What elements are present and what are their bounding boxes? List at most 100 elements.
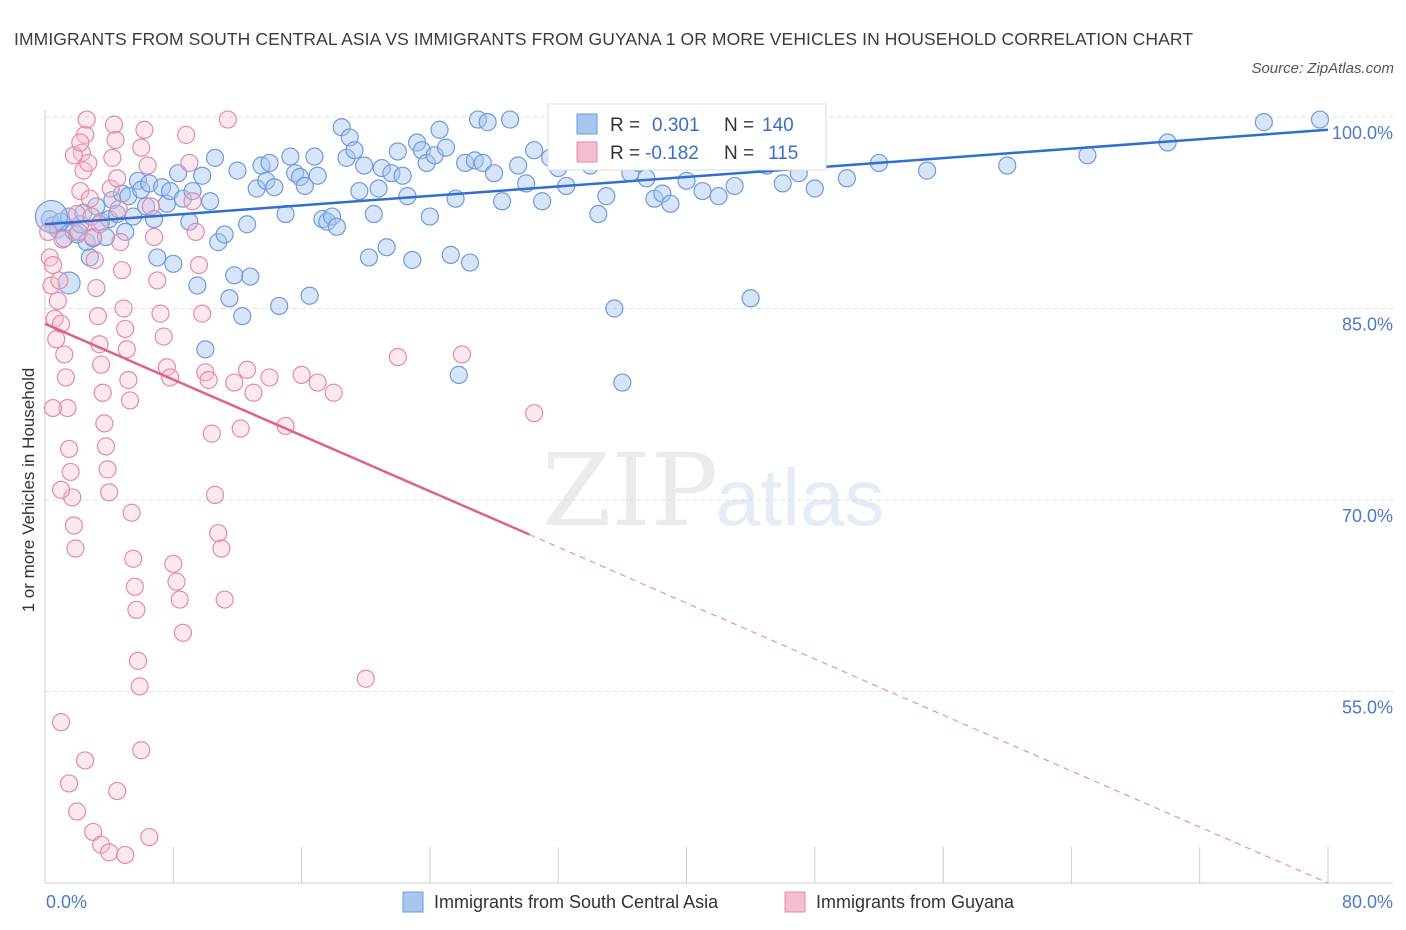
data-point-south-central-asia <box>345 141 364 160</box>
data-point-guyana <box>47 330 66 349</box>
data-point-south-central-asia <box>709 187 728 206</box>
stats-blue-n-value: 140 <box>762 115 794 136</box>
data-point-south-central-asia <box>525 141 544 160</box>
data-point-guyana <box>55 345 74 364</box>
data-point-guyana <box>324 383 343 402</box>
data-point-south-central-asia <box>741 289 760 308</box>
data-point-guyana <box>88 307 108 326</box>
data-point-guyana <box>140 827 159 847</box>
data-point-guyana <box>101 179 120 198</box>
stats-blue-r-label: R = <box>610 115 640 136</box>
data-point-south-central-asia <box>441 245 460 264</box>
data-point-guyana <box>205 485 225 504</box>
stats-pink-r-value: -0.182 <box>645 143 699 164</box>
data-point-south-central-asia <box>80 248 100 267</box>
y-axis-title: 1 or more Vehicles in Household <box>19 368 38 613</box>
legend-blue-label: Immigrants from South Central Asia <box>434 892 719 912</box>
axes <box>44 110 1393 884</box>
data-point-guyana <box>108 169 127 188</box>
data-point-south-central-asia <box>589 204 608 224</box>
data-point-south-central-asia <box>196 340 215 359</box>
data-point-guyana <box>154 327 173 346</box>
data-point-guyana <box>225 373 244 392</box>
tick-labels: 100.0% 85.0% 70.0% 55.0% 0.0% 80.0% <box>46 123 1393 912</box>
data-point-south-central-asia <box>1078 146 1097 165</box>
stats-pink-swatch <box>576 141 598 163</box>
data-point-south-central-asia <box>613 373 632 392</box>
data-point-south-central-asia <box>164 254 183 273</box>
data-point-guyana <box>292 365 311 384</box>
data-point-south-central-asia <box>403 250 422 270</box>
data-point-guyana <box>69 222 88 241</box>
data-point-south-central-asia <box>533 192 552 211</box>
data-point-south-central-asia <box>1310 110 1330 129</box>
data-point-south-central-asia <box>837 169 856 188</box>
data-point-guyana <box>58 398 77 418</box>
data-point-south-central-asia <box>183 181 202 201</box>
legend: Immigrants from South Central Asia Immig… <box>402 891 1015 913</box>
data-point-south-central-asia <box>193 166 212 185</box>
data-point-south-central-asia <box>247 179 266 198</box>
data-point-south-central-asia <box>327 217 346 236</box>
y-tick-label: 70.0% <box>1342 506 1393 526</box>
data-point-guyana <box>170 590 189 609</box>
data-point-guyana <box>95 414 114 433</box>
data-point-guyana <box>51 713 71 732</box>
data-point-south-central-asia <box>201 192 220 211</box>
data-point-guyana <box>77 110 96 129</box>
x-tick-label: 80.0% <box>1342 892 1393 912</box>
data-point-south-central-asia <box>430 120 449 139</box>
y-tick-label: 100.0% <box>1332 123 1393 143</box>
data-point-south-central-asia <box>322 207 342 226</box>
data-point-guyana <box>124 549 143 568</box>
data-point-south-central-asia <box>270 296 289 316</box>
data-point-guyana <box>119 370 138 390</box>
stats-box: R = 0.301 N = 140 R = -0.182 N = 115 <box>547 103 827 171</box>
data-point-south-central-asia <box>305 147 324 166</box>
data-point-south-central-asia <box>478 113 497 132</box>
data-point-south-central-asia <box>677 171 696 190</box>
series-pink-points <box>39 110 544 865</box>
data-point-south-central-asia <box>237 215 257 234</box>
data-point-south-central-asia <box>281 147 300 166</box>
data-point-south-central-asia <box>1254 113 1273 132</box>
data-point-guyana <box>71 181 90 201</box>
stats-blue-swatch <box>576 113 598 135</box>
data-point-south-central-asia <box>369 179 388 198</box>
data-point-guyana <box>61 462 80 482</box>
data-point-guyana <box>128 651 148 670</box>
chart-source: Source: ZipAtlas.com <box>1251 60 1394 77</box>
data-point-guyana <box>138 156 157 175</box>
data-point-guyana <box>80 189 100 208</box>
data-point-guyana <box>452 345 472 364</box>
data-point-guyana <box>98 460 117 479</box>
data-point-guyana <box>108 781 127 801</box>
data-point-guyana <box>122 503 141 522</box>
data-point-south-central-asia <box>116 222 135 241</box>
data-point-guyana <box>244 383 263 402</box>
data-point-guyana <box>90 215 109 234</box>
data-point-guyana <box>130 677 149 696</box>
chart-title: IMMIGRANTS FROM SOUTH CENTRAL ASIA VS IM… <box>14 29 1194 49</box>
data-point-guyana <box>127 600 146 619</box>
data-point-south-central-asia <box>169 164 188 183</box>
data-point-guyana <box>167 572 186 591</box>
data-point-guyana <box>67 802 87 821</box>
trend-line-south-central-asia <box>44 128 1329 226</box>
data-point-guyana <box>135 120 154 139</box>
data-point-south-central-asia <box>460 253 480 272</box>
data-point-guyana <box>53 230 72 249</box>
data-point-guyana <box>48 291 67 310</box>
data-point-guyana <box>189 255 209 275</box>
data-point-south-central-asia <box>300 286 319 305</box>
data-point-guyana <box>183 192 202 211</box>
x-tick-label: 0.0% <box>46 892 87 912</box>
data-point-guyana <box>75 751 95 770</box>
data-point-guyana <box>100 483 119 502</box>
data-point-south-central-asia <box>372 158 391 178</box>
watermark: ZIP atlas <box>542 432 885 549</box>
data-point-south-central-asia <box>436 138 456 157</box>
legend-blue-swatch <box>402 891 424 913</box>
data-point-guyana <box>237 360 257 379</box>
data-point-south-central-asia <box>388 142 407 161</box>
